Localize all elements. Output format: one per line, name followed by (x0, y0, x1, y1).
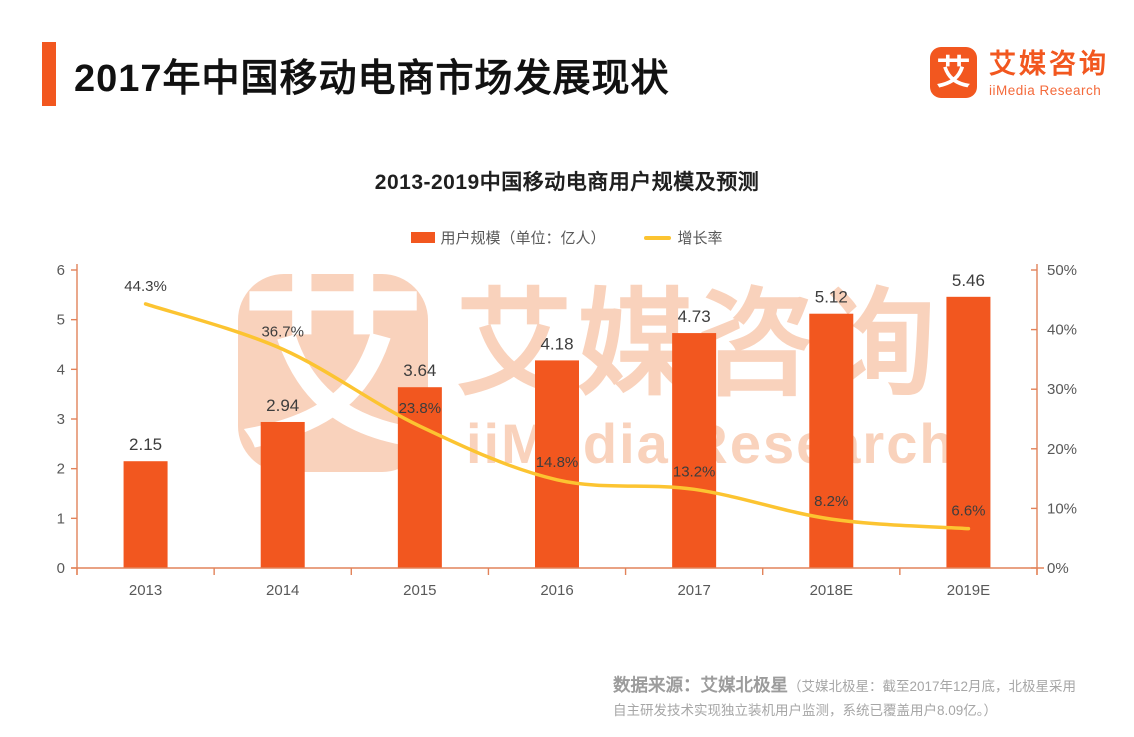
data-source: 数据来源：艾媒北极星（艾媒北极星：截至2017年12月底，北极星采用自主研发技术… (613, 672, 1078, 723)
x-axis-label-2017: 2017 (677, 582, 710, 599)
x-axis-label-2019E: 2019E (947, 582, 990, 599)
left-axis-label-5: 5 (57, 312, 65, 329)
left-axis-label-4: 4 (57, 361, 65, 378)
brand-name-cn: 艾媒咨询 (989, 49, 1109, 79)
growth-rate-line (143, 302, 971, 531)
bar-2018E (809, 313, 854, 568)
bar-value-label-2019E: 5.46 (952, 271, 985, 290)
legend-line-label: 增长率 (677, 230, 723, 247)
brand-text: 艾媒咨询 iiMedia Research (989, 47, 1109, 98)
left-axis-label-0: 0 (57, 560, 65, 577)
right-axis-label-0%: 0% (1047, 560, 1069, 577)
legend-item-growth-rate: 增长率 (643, 227, 723, 248)
growth-rate-label-2018E: 8.2% (814, 493, 848, 510)
x-axis-label-2013: 2013 (129, 582, 162, 599)
bar-value-label-2016: 4.18 (540, 334, 573, 353)
bar-value-label-2017: 4.73 (678, 307, 711, 326)
legend-bar-swatch (411, 232, 436, 243)
source-note: （艾媒北极星：截至2017年12月底，北极星采用自主研发技术实现独立装机用户监测… (613, 679, 1077, 718)
right-axis-label-50%: 50% (1047, 262, 1077, 279)
right-axis-label-10%: 10% (1047, 500, 1077, 517)
growth-rate-label-2019E: 6.6% (951, 503, 985, 520)
left-axis-label-2: 2 (57, 461, 65, 478)
chart-legend: 用户规模（单位：亿人） 增长率 (0, 227, 1134, 248)
title-accent-bar (42, 42, 56, 106)
bar-value-label-2014: 2.94 (266, 396, 299, 415)
bar-value-label-2015: 3.64 (403, 361, 436, 380)
left-axis-label-1: 1 (57, 510, 65, 527)
legend-line-swatch (643, 235, 671, 240)
left-axis-label-3: 3 (57, 411, 65, 428)
bar-2017 (672, 333, 717, 568)
source-main: 数据来源：艾媒北极星 (613, 675, 788, 695)
growth-rate-label-2017: 13.2% (673, 463, 716, 480)
bar-2014 (260, 421, 305, 568)
legend-bar-label: 用户规模（单位：亿人） (440, 230, 606, 247)
bar-2013 (123, 461, 168, 568)
page-title: 2017年中国移动电商市场发展现状 (74, 58, 670, 100)
right-axis-label-40%: 40% (1047, 322, 1077, 339)
iimedia-logo-icon: 艾 (930, 47, 977, 98)
growth-rate-label-2014: 36.7% (261, 323, 304, 340)
growth-rate-label-2015: 23.8% (399, 400, 442, 417)
x-axis-label-2014: 2014 (266, 582, 299, 599)
bar-2019E (946, 296, 991, 568)
x-axis-label-2016: 2016 (540, 582, 573, 599)
growth-rate-label-2016: 14.8% (536, 454, 579, 471)
chart-title: 2013-2019中国移动电商用户规模及预测 (374, 171, 760, 194)
right-axis-label-30%: 30% (1047, 381, 1077, 398)
brand-name-en: iiMedia Research (989, 82, 1102, 98)
right-axis-label-20%: 20% (1047, 441, 1077, 458)
legend-item-user-scale: 用户规模（单位：亿人） (411, 227, 606, 248)
bar-value-label-2013: 2.15 (129, 435, 162, 454)
brand-logo: 艾 艾媒咨询 iiMedia Research (930, 47, 1109, 98)
logo-glyph: 艾 (936, 53, 971, 92)
x-axis-label-2018E: 2018E (810, 582, 853, 599)
growth-rate-label-2013: 44.3% (124, 278, 167, 295)
bar-2016 (535, 360, 579, 568)
bar-value-label-2018E: 5.12 (815, 288, 848, 307)
left-axis-label-6: 6 (57, 262, 65, 279)
x-axis-label-2015: 2015 (403, 582, 436, 599)
